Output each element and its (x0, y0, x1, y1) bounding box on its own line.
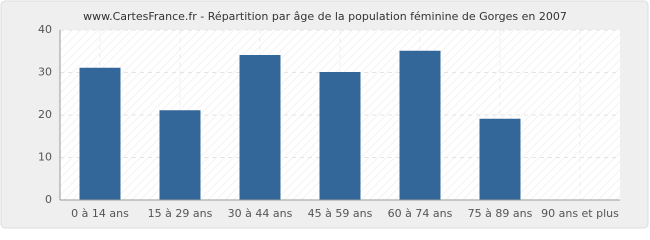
x-tick-label: 15 à 29 ans (148, 207, 213, 220)
bar (159, 110, 201, 201)
bar (479, 118, 521, 201)
bar (239, 55, 281, 201)
x-tick-label: 90 ans et plus (541, 207, 619, 220)
y-tick-label: 40 (38, 23, 52, 36)
chart-title: www.CartesFrance.fr - Répartition par âg… (83, 10, 567, 23)
y-tick-label: 30 (38, 66, 52, 79)
bar (319, 72, 361, 201)
y-tick-label: 0 (45, 193, 52, 206)
bar (399, 50, 441, 201)
x-tick-label: 75 à 89 ans (468, 207, 533, 220)
y-tick-label: 10 (38, 151, 52, 164)
x-tick-label: 45 à 59 ans (308, 207, 373, 220)
x-tick-label: 30 à 44 ans (228, 207, 293, 220)
chart: www.CartesFrance.fr - Répartition par âg… (0, 0, 649, 229)
x-tick-label: 0 à 14 ans (71, 207, 129, 220)
x-tick-label: 60 à 74 ans (388, 207, 453, 220)
bar (79, 67, 121, 201)
y-tick-label: 20 (38, 108, 52, 121)
